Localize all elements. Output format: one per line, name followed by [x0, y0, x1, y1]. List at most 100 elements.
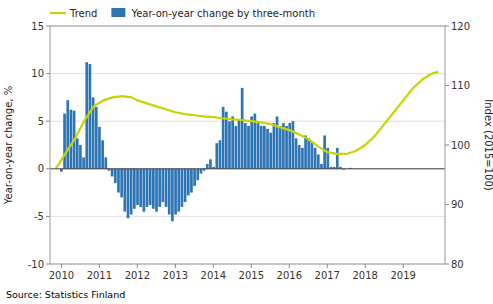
- x-tick-label: 2018: [353, 270, 378, 281]
- bar: [260, 126, 263, 169]
- bar: [98, 127, 101, 169]
- bar: [314, 148, 317, 169]
- y2-tick-label: 120: [451, 21, 470, 32]
- bar: [155, 169, 158, 212]
- bar: [190, 169, 193, 193]
- bar: [66, 100, 69, 169]
- bar: [82, 157, 85, 168]
- bar: [298, 145, 301, 169]
- y-tick: [46, 26, 50, 27]
- bar: [165, 169, 168, 207]
- bar: [257, 123, 260, 169]
- bar: [247, 126, 250, 169]
- x-tick-label: 2019: [390, 270, 415, 281]
- bar: [76, 138, 79, 168]
- y2-tick: [445, 264, 449, 265]
- y-axis-label: Year-on-year change, %: [3, 86, 14, 205]
- x-tick-label: 2012: [125, 270, 150, 281]
- bar: [241, 88, 244, 169]
- bar: [114, 169, 117, 183]
- y2-tick: [445, 26, 449, 27]
- bar: [63, 114, 66, 169]
- bar: [225, 112, 228, 169]
- bar: [139, 169, 142, 207]
- grid-line: [50, 216, 445, 217]
- bar: [133, 169, 136, 209]
- bar: [336, 148, 339, 169]
- legend-swatch: [111, 8, 125, 17]
- bar: [174, 169, 177, 215]
- x-tick: [403, 264, 404, 268]
- bar: [123, 169, 126, 212]
- y-tick: [46, 168, 50, 169]
- bar: [171, 169, 174, 221]
- bar: [209, 159, 212, 169]
- bar: [307, 138, 310, 168]
- bar: [104, 157, 107, 168]
- bar: [101, 140, 104, 169]
- bar: [222, 107, 225, 169]
- x-tick: [137, 264, 138, 268]
- bar: [146, 169, 149, 207]
- y-tick: [46, 216, 50, 217]
- bar: [177, 169, 180, 212]
- x-tick: [365, 264, 366, 268]
- bar: [311, 142, 314, 169]
- legend-label: Trend: [69, 8, 97, 19]
- trend-line: [56, 72, 438, 169]
- bar: [266, 129, 269, 169]
- bar: [320, 164, 323, 169]
- bar: [181, 169, 184, 207]
- bar: [196, 169, 199, 180]
- bar: [143, 169, 146, 212]
- y2-tick-label: 110: [451, 80, 470, 91]
- y2-tick-label: 100: [451, 140, 470, 151]
- y-tick-label: 5: [38, 116, 44, 127]
- bar: [187, 169, 190, 196]
- bar: [149, 169, 152, 205]
- legend-item: Trend: [50, 8, 97, 19]
- bar: [263, 126, 266, 169]
- x-tick-label: 2013: [163, 270, 188, 281]
- y-tick-label: 0: [38, 163, 44, 174]
- bar: [219, 140, 222, 169]
- bar: [234, 126, 237, 169]
- bar: [304, 135, 307, 168]
- bar: [95, 107, 98, 169]
- legend-swatch: [50, 12, 66, 14]
- bar: [127, 169, 130, 219]
- bar: [130, 169, 133, 215]
- legend-label: Year-on-year change by three-month: [130, 8, 315, 19]
- bar: [282, 123, 285, 169]
- bar: [250, 116, 253, 168]
- x-tick-label: 2017: [315, 270, 340, 281]
- bar: [231, 116, 234, 168]
- x-tick-label: 2015: [239, 270, 264, 281]
- zero-line: [50, 168, 445, 169]
- y-tick-label: 15: [31, 21, 44, 32]
- bar: [152, 169, 155, 209]
- bar: [273, 123, 276, 169]
- bar: [117, 169, 120, 193]
- plot-frame: [50, 26, 445, 264]
- x-tick-label: 2010: [49, 270, 74, 281]
- bar: [285, 126, 288, 169]
- bar: [276, 116, 279, 168]
- bar: [200, 169, 203, 174]
- bar: [228, 121, 231, 169]
- bar: [317, 155, 320, 169]
- y-tick-label: 10: [31, 68, 44, 79]
- bar: [279, 126, 282, 169]
- x-tick: [251, 264, 252, 268]
- bar: [70, 110, 73, 169]
- y-tick: [46, 264, 50, 265]
- bar: [120, 169, 123, 198]
- x-tick: [61, 264, 62, 268]
- y2-tick: [445, 145, 449, 146]
- y-tick-label: -10: [28, 259, 44, 270]
- bar: [244, 123, 247, 169]
- grid-line: [50, 168, 445, 169]
- bar: [168, 169, 171, 215]
- bar: [193, 169, 196, 186]
- x-tick-label: 2016: [277, 270, 302, 281]
